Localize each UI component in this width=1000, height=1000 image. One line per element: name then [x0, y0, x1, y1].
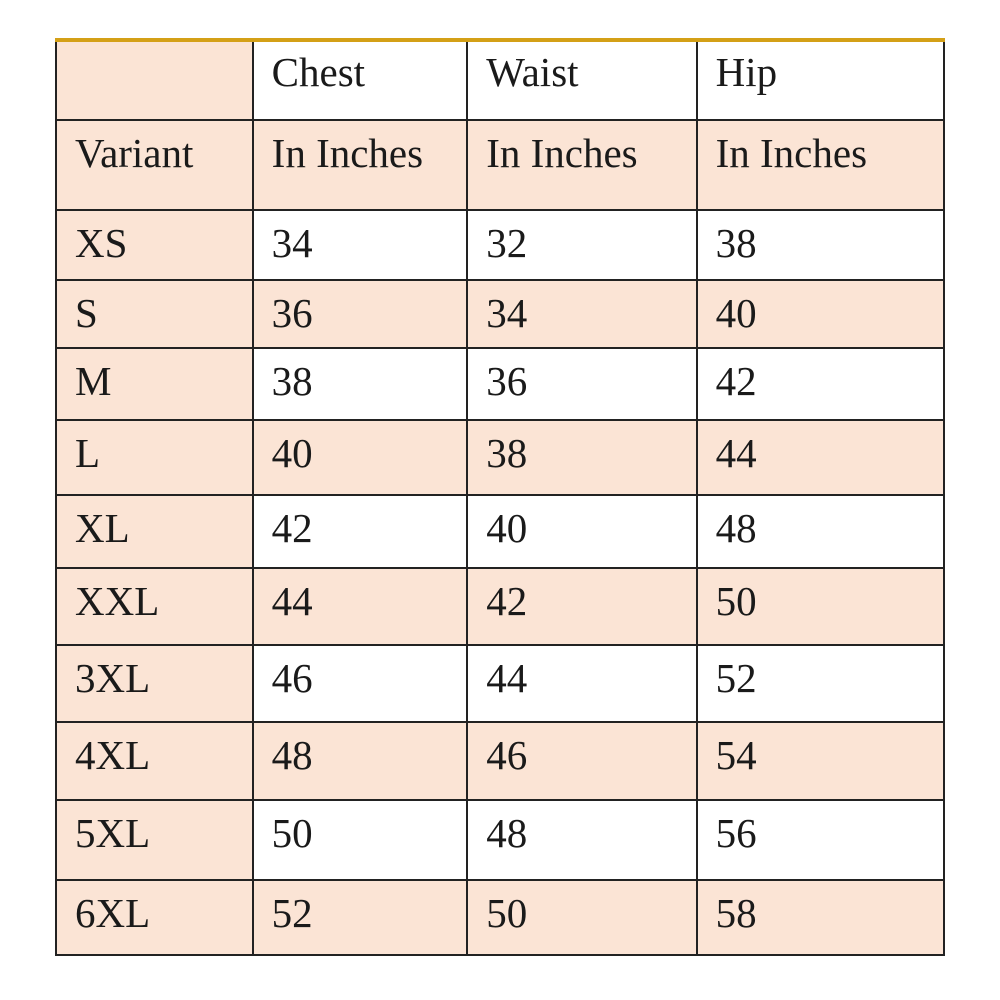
table-row: XL 42 40 48 — [55, 494, 946, 569]
cell-waist: 32 — [466, 209, 698, 281]
cell-variant: XXL — [55, 567, 254, 646]
cell-chest: 48 — [251, 721, 469, 801]
table-row: 3XL 46 44 52 — [55, 644, 946, 723]
cell-waist: 40 — [466, 494, 698, 569]
header-row-units: Variant In Inches In Inches In Inches — [55, 119, 946, 211]
cell-hip: 48 — [695, 494, 946, 569]
table-row: M 38 36 42 — [55, 347, 946, 421]
cell-chest: 38 — [251, 347, 469, 421]
cell-waist: 50 — [466, 879, 698, 956]
cell-chest: 36 — [251, 279, 469, 349]
cell-waist: 42 — [466, 567, 698, 646]
cell-hip: 50 — [695, 567, 946, 646]
header-cell-waist: Waist — [466, 39, 698, 121]
cell-variant: 6XL — [55, 879, 254, 956]
cell-variant: 5XL — [55, 799, 254, 881]
header-cell-chest: Chest — [251, 39, 469, 121]
cell-chest: 50 — [251, 799, 469, 881]
cell-hip: 42 — [695, 347, 946, 421]
cell-hip: 38 — [695, 209, 946, 281]
cell-variant: 3XL — [55, 644, 254, 723]
cell-variant: 4XL — [55, 721, 254, 801]
cell-waist: 48 — [466, 799, 698, 881]
cell-hip: 58 — [695, 879, 946, 956]
cell-variant: S — [55, 279, 254, 349]
cell-chest: 40 — [251, 419, 469, 496]
header-cell-variant: Variant — [55, 119, 254, 211]
cell-hip: 54 — [695, 721, 946, 801]
table-row: 5XL 50 48 56 — [55, 799, 946, 881]
header-cell-waist-unit: In Inches — [466, 119, 698, 211]
size-chart-table: Chest Waist Hip Variant In Inches In Inc… — [55, 38, 946, 956]
header-cell-hip-unit: In Inches — [695, 119, 946, 211]
table-row: XS 34 32 38 — [55, 209, 946, 281]
cell-waist: 44 — [466, 644, 698, 723]
table-row: 4XL 48 46 54 — [55, 721, 946, 801]
cell-variant: XL — [55, 494, 254, 569]
table-row: L 40 38 44 — [55, 419, 946, 496]
cell-chest: 42 — [251, 494, 469, 569]
cell-hip: 52 — [695, 644, 946, 723]
cell-waist: 36 — [466, 347, 698, 421]
cell-chest: 34 — [251, 209, 469, 281]
table-row: 6XL 52 50 58 — [55, 879, 946, 956]
cell-hip: 56 — [695, 799, 946, 881]
cell-variant: XS — [55, 209, 254, 281]
table-row: XXL 44 42 50 — [55, 567, 946, 646]
cell-variant: L — [55, 419, 254, 496]
cell-waist: 46 — [466, 721, 698, 801]
cell-waist: 38 — [466, 419, 698, 496]
header-row-measurement: Chest Waist Hip — [55, 39, 946, 121]
cell-chest: 52 — [251, 879, 469, 956]
header-cell-empty — [55, 39, 254, 121]
cell-hip: 40 — [695, 279, 946, 349]
cell-chest: 44 — [251, 567, 469, 646]
table-row: S 36 34 40 — [55, 279, 946, 349]
header-cell-hip: Hip — [695, 39, 946, 121]
header-cell-chest-unit: In Inches — [251, 119, 469, 211]
cell-waist: 34 — [466, 279, 698, 349]
cell-hip: 44 — [695, 419, 946, 496]
cell-chest: 46 — [251, 644, 469, 723]
cell-variant: M — [55, 347, 254, 421]
